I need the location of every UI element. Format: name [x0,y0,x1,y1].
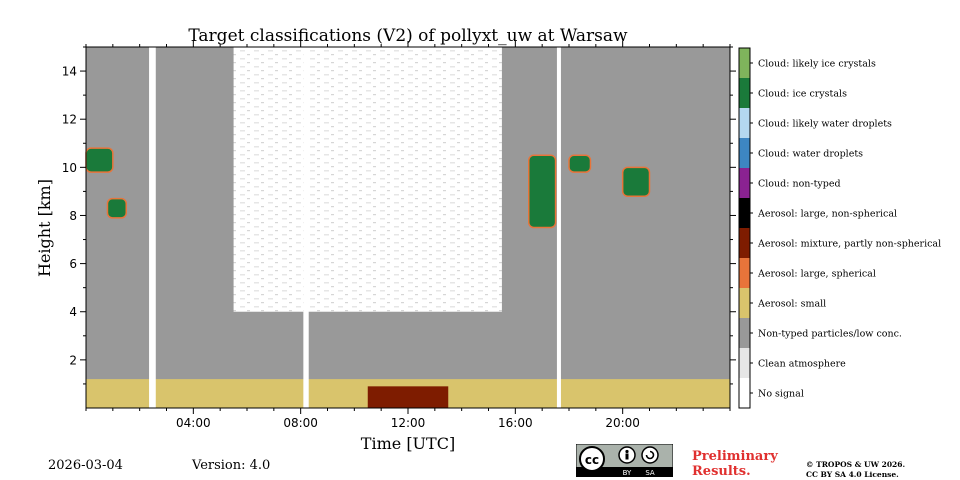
copyright-line-1: © TROPOS & UW 2026. [806,460,906,469]
x-tick-label-1: 08:00 [283,416,318,430]
legend-swatch-10 [739,348,750,378]
no-signal-gap-2 [556,47,561,408]
plot-area [85,46,731,409]
region-cloud-ice-crystals-8 [621,166,651,197]
y-tick-label-4: 10 [62,161,77,175]
legend-swatch-11 [739,378,750,408]
region-aerosol-mixture-partly-non-spherical-3 [367,386,449,408]
chart-title: Target classifications (V2) of pollyxt_u… [188,26,628,46]
legend-swatch-0 [739,48,750,78]
x-axis: 04:00 08:00 12:00 16:00 20:00 [85,41,731,430]
by-label: BY [623,469,632,477]
legend-label-7: Aerosol: large, spherical [757,269,876,280]
y-tick-label-6: 14 [62,65,77,79]
copyright-line-2: CC BY SA 4.0 License. [806,470,899,479]
y-tick-label-3: 8 [69,209,77,223]
legend-swatch-8 [739,288,750,318]
x-tick-label-0: 04:00 [176,416,211,430]
legend-label-11: No signal [758,389,804,400]
sa-icon [641,446,659,464]
y-tick-label-2: 6 [69,257,77,271]
y-axis: 2 4 6 8 10 12 14 [62,46,736,385]
legend-swatch-3 [739,138,750,168]
legend-swatch-4 [739,168,750,198]
cc-icon [579,446,605,472]
region-cloud-ice-crystals-6 [528,154,557,229]
legend-label-0: Cloud: likely ice crystals [758,59,876,70]
legend-swatch-9 [739,318,750,348]
y-axis-label: Height [km] [35,179,54,277]
preliminary-notice: Preliminary Results. [692,449,802,479]
y-tick-label-1: 4 [69,305,77,319]
x-axis-label: Time [UTC] [361,434,455,453]
legend-label-6: Aerosol: mixture, partly non-spherical [757,239,941,250]
legend-swatch-6 [739,228,750,258]
legend-swatch-5 [739,198,750,228]
preliminary-line-2: Results. [692,464,751,479]
cc-license-badge: cc BY SA [576,444,673,477]
region-cloud-ice-crystals-5 [106,197,127,219]
no-signal-gap-0 [149,47,156,408]
legend-colorbar: Cloud: likely ice crystals Cloud: ice cry… [738,47,941,409]
sa-label: SA [645,469,655,477]
legend-label-4: Cloud: non-typed [758,179,841,190]
legend-label-10: Clean atmosphere [758,359,846,370]
date-label: 2026-03-04 [48,458,123,473]
legend-label-2: Cloud: likely water droplets [758,119,892,130]
legend-label-1: Cloud: ice crystals [758,89,847,100]
preliminary-line-1: Preliminary [692,449,778,464]
region-cloud-ice-crystals-7 [568,154,592,173]
legend-label-9: Non-typed particles/low conc. [758,329,902,340]
x-tick-label-3: 16:00 [498,416,533,430]
region-cloud-ice-crystals-4 [85,147,114,173]
y-tick-label-5: 12 [62,113,77,127]
legend-label-8: Aerosol: small [757,299,826,310]
legend-swatch-7 [739,258,750,288]
x-tick-label-4: 20:00 [605,416,640,430]
legend-frame [738,47,751,409]
version-label: Version: 4.0 [192,458,271,473]
legend-label-5: Aerosol: large, non-spherical [757,209,897,220]
copyright-notice: © TROPOS & UW 2026. CC BY SA 4.0 License… [806,460,956,480]
x-tick-label-2: 12:00 [391,416,426,430]
y-tick-label-0: 2 [69,353,77,367]
no-signal-gap-1 [303,47,309,408]
legend-label-3: Cloud: water droplets [758,149,863,160]
legend-swatch-1 [739,78,750,108]
region-clean-atmosphere-1 [233,47,502,312]
legend-swatch-2 [739,108,750,138]
cc-mark: cc [585,453,599,467]
